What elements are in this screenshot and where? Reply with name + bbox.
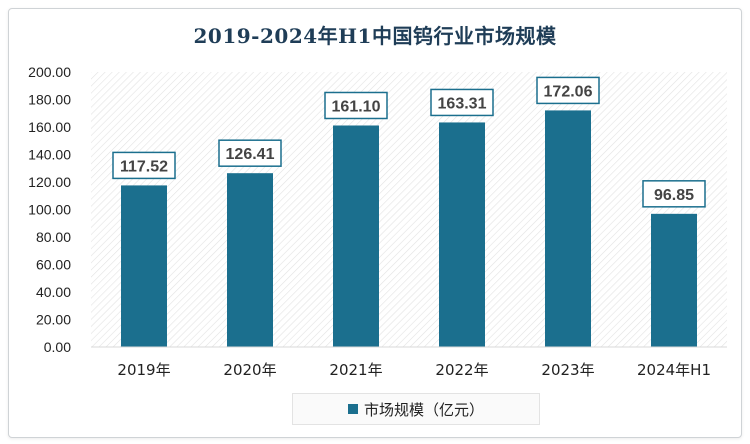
x-tick-label: 2021年: [329, 361, 382, 379]
y-tick-label: 120.00: [28, 174, 71, 190]
y-tick-label: 80.00: [36, 229, 71, 245]
data-label: 96.85: [654, 187, 694, 204]
y-tick-label: 100.00: [28, 202, 71, 218]
data-label: 117.52: [120, 158, 168, 175]
data-label-box: [324, 91, 388, 120]
bar: [545, 110, 591, 347]
x-tick-label: 2022年: [435, 361, 488, 379]
legend-label: 市场规模（亿元）: [363, 400, 484, 419]
data-label: 126.41: [226, 146, 275, 163]
y-tick-label: 200.00: [28, 64, 71, 80]
data-label-box: [536, 76, 600, 105]
data-label-box: [112, 151, 176, 180]
data-label-box: [218, 139, 282, 167]
x-tick-label: 2023年: [541, 361, 594, 379]
y-tick-label: 40.00: [36, 284, 71, 300]
x-tick-label: 2019年: [117, 361, 170, 379]
y-tick-label: 0.00: [44, 339, 71, 355]
x-tick-label: 2020年: [223, 361, 276, 379]
legend-swatch: [347, 404, 358, 414]
y-tick-label: 60.00: [36, 257, 71, 273]
y-tick-label: 180.00: [28, 92, 71, 108]
plot-area: [91, 72, 727, 347]
data-label-box: [642, 180, 706, 208]
bar: [651, 213, 697, 347]
y-tick-label: 160.00: [28, 119, 71, 135]
data-label: 163.31: [438, 95, 487, 112]
y-tick-label: 20.00: [36, 312, 71, 328]
data-label: 161.10: [332, 98, 381, 115]
y-tick-label: 140.00: [28, 147, 71, 163]
bar: [439, 122, 485, 347]
bar: [333, 125, 379, 347]
data-label-box: [430, 88, 494, 117]
data-label: 172.06: [544, 83, 593, 100]
chart-title: 2019-2024年H1中国钨行业市场规模: [193, 24, 557, 48]
bar: [121, 185, 167, 347]
bar: [227, 173, 273, 347]
x-tick-label: 2024年H1: [637, 361, 711, 379]
legend: 市场规模（亿元）: [292, 393, 540, 425]
